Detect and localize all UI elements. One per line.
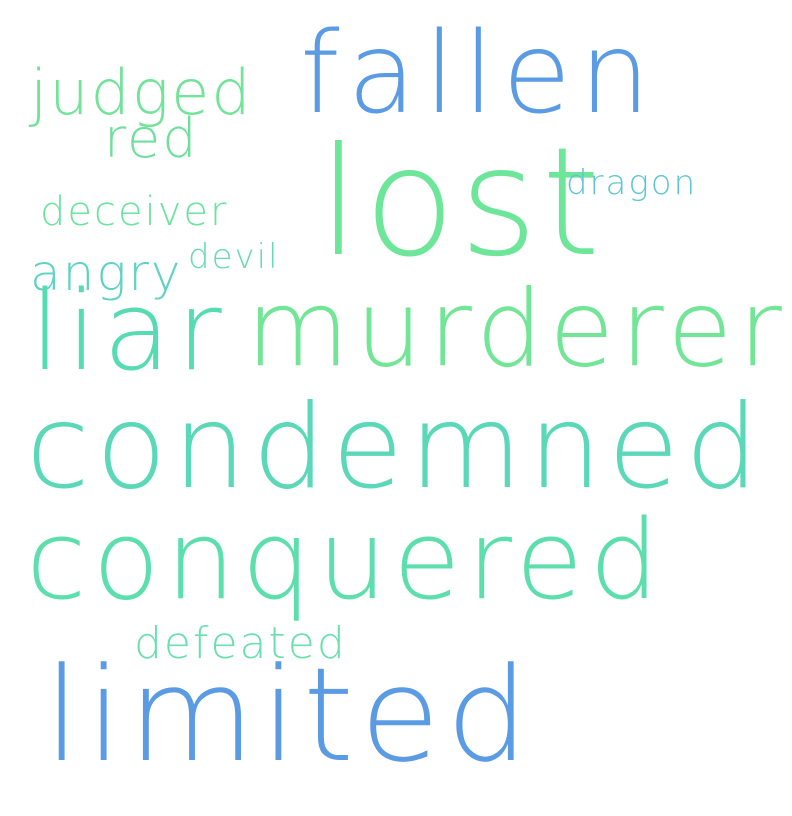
word-lost: lost bbox=[318, 116, 605, 290]
word-murderer: murderer bbox=[246, 267, 788, 391]
word-devil: devil bbox=[188, 237, 280, 277]
word-limited: limited bbox=[44, 639, 535, 791]
word-condemned: condemned bbox=[26, 380, 765, 515]
word-fallen: fallen bbox=[300, 9, 659, 139]
word-dragon: dragon bbox=[566, 163, 698, 203]
word-angry: angry bbox=[30, 244, 183, 302]
word-defeated: defeated bbox=[134, 618, 347, 669]
word-deceiver: deceiver bbox=[40, 189, 229, 235]
word-liar: liar bbox=[30, 267, 228, 395]
word-judged: judged bbox=[30, 56, 253, 129]
word-conquered: conquered bbox=[26, 496, 666, 624]
word-red: red bbox=[104, 107, 199, 170]
